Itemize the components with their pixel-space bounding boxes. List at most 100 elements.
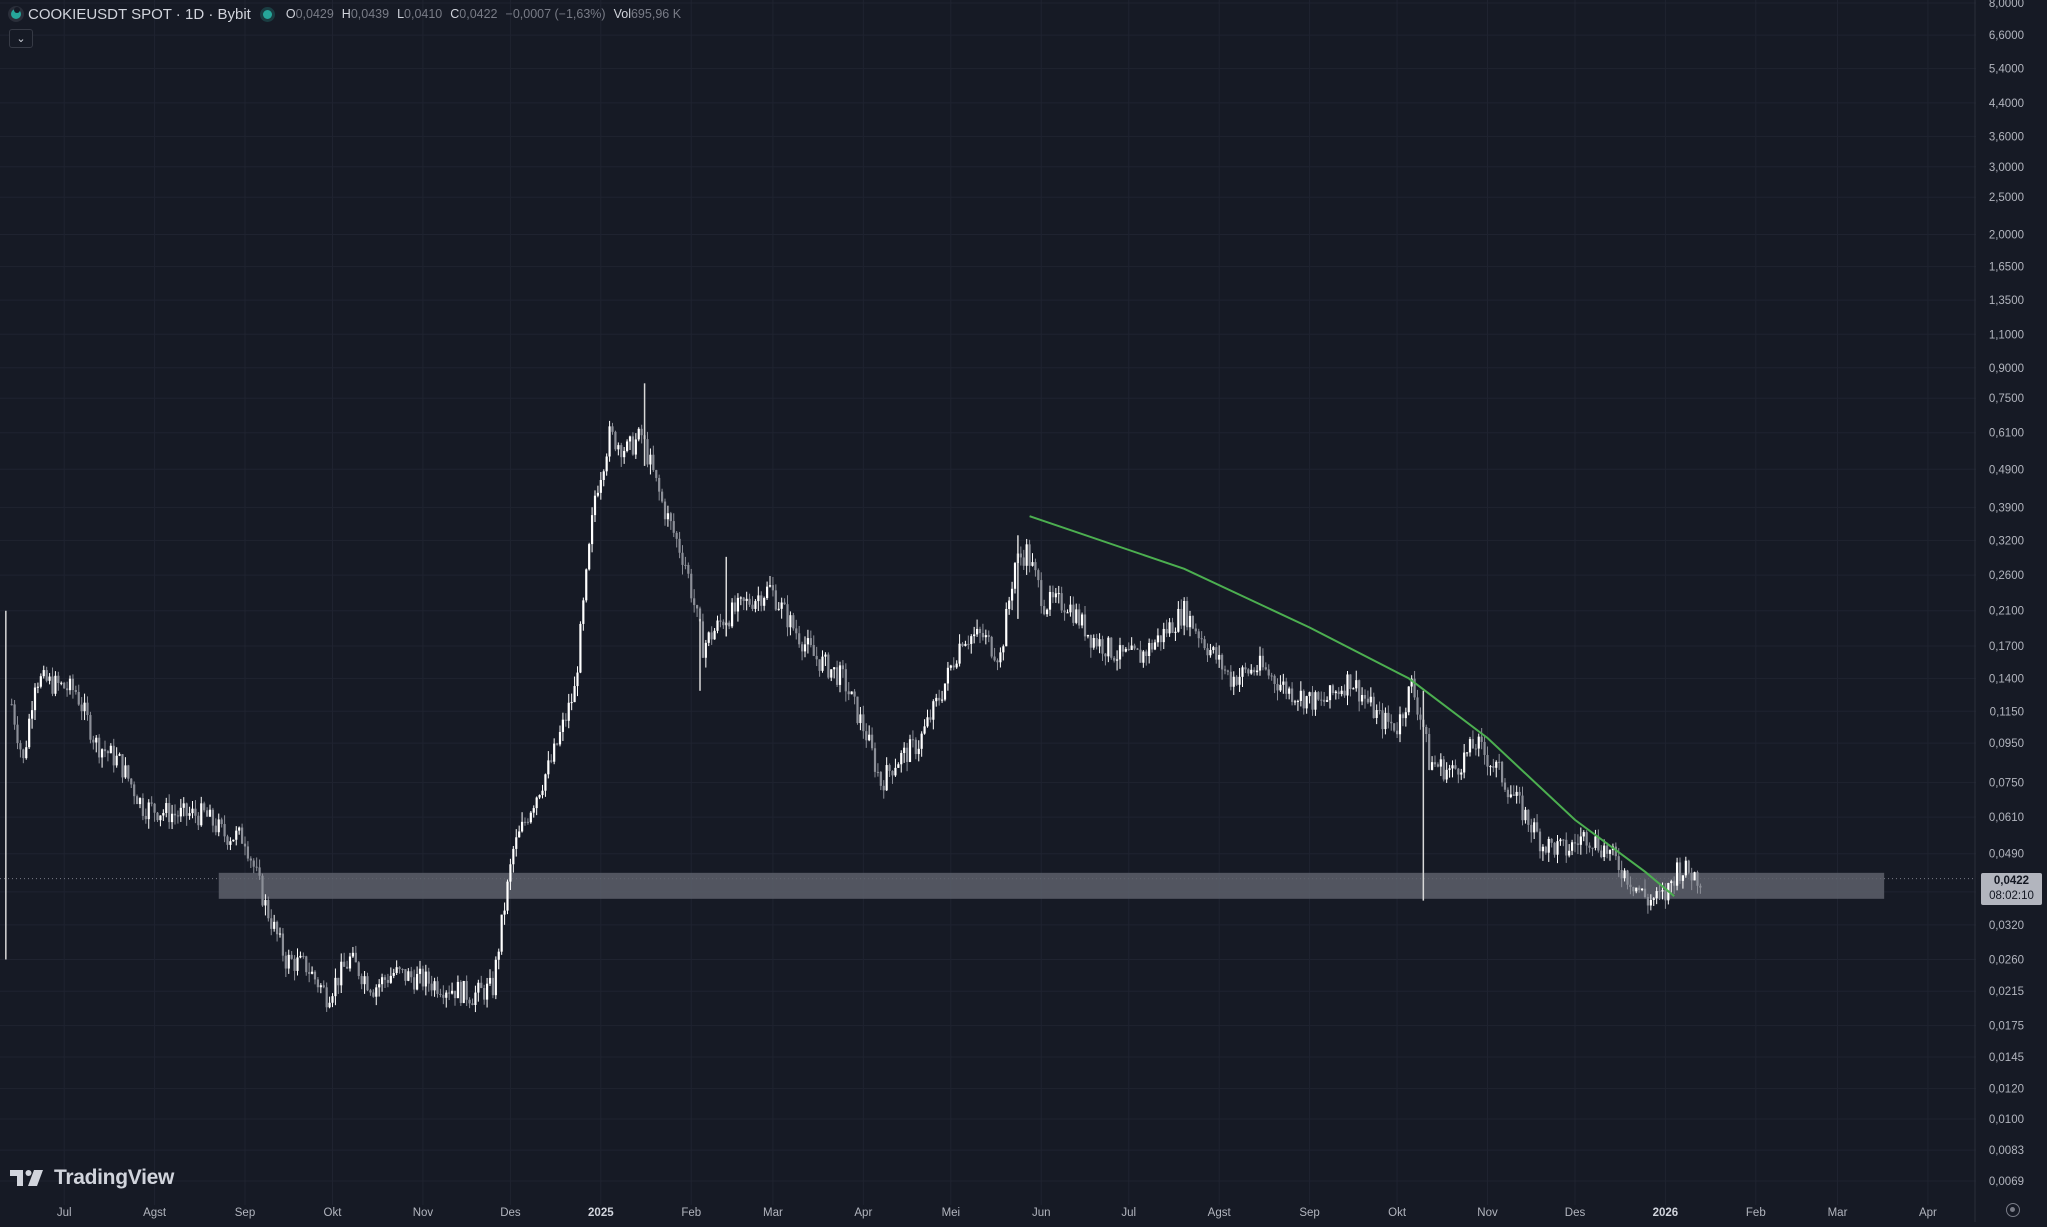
candle-body <box>453 990 457 999</box>
trendline-layer[interactable] <box>1029 515 1675 897</box>
ohlc-close-key: C <box>450 7 460 21</box>
y-tick-label: 0,0490 <box>1989 849 2024 861</box>
candle-body <box>1579 836 1582 845</box>
candle-body <box>1629 884 1632 888</box>
candle-body <box>535 797 538 809</box>
candle-body <box>299 955 302 958</box>
candle-body <box>1646 896 1650 906</box>
candle-body <box>1267 669 1270 676</box>
candle-body <box>226 836 229 845</box>
candle-body <box>742 597 745 601</box>
candle-body <box>541 790 544 796</box>
candle-body <box>1290 688 1294 702</box>
x-tick-label: Sep <box>235 1207 255 1219</box>
candle-body <box>480 982 483 989</box>
candle-body <box>1104 653 1107 657</box>
candle-body <box>590 515 594 545</box>
legend-collapse-button[interactable]: ⌄ <box>9 29 33 48</box>
candle-body <box>389 975 392 983</box>
candle-body <box>1401 714 1405 719</box>
y-tick-label: 2,5000 <box>1989 192 2024 204</box>
candle-body <box>1638 887 1641 891</box>
candle-body <box>1649 899 1652 906</box>
y-tick-label: 3,0000 <box>1989 162 2024 174</box>
candle-body <box>448 992 451 994</box>
candle-body <box>1010 588 1014 601</box>
candle-body <box>1419 714 1422 720</box>
x-tick-label: Mar <box>1828 1207 1848 1219</box>
candle-body <box>392 972 395 976</box>
candle-body <box>1620 870 1623 879</box>
candle-body <box>943 683 947 700</box>
candle-body <box>949 665 952 668</box>
x-tick-label: Jul <box>1121 1207 1136 1219</box>
candle-body <box>1075 609 1078 623</box>
symbol-legend[interactable]: COOKIEUSDT SPOT · 1D · Bybit O0,0429 H0,… <box>8 4 689 24</box>
candle-body <box>620 445 623 458</box>
candle-body <box>1640 888 1644 891</box>
candle-body <box>558 731 562 745</box>
candle-body <box>952 665 955 668</box>
candle-body <box>1145 651 1148 656</box>
y-tick-label: 0,0260 <box>1989 955 2024 967</box>
y-tick-label: 0,7500 <box>1989 393 2024 405</box>
candle-body <box>176 815 180 817</box>
candle-body <box>1180 608 1183 626</box>
candle-body <box>203 803 206 811</box>
candle-series <box>5 383 1702 1013</box>
candle-body <box>1308 692 1311 697</box>
settings-icon[interactable] <box>2006 1203 2020 1217</box>
candle-body <box>1573 842 1577 844</box>
support-zone-layer[interactable] <box>218 872 1885 899</box>
candle-body <box>141 798 145 816</box>
candle-body <box>763 598 766 606</box>
candle-body <box>1524 809 1527 821</box>
candle-body <box>83 702 86 712</box>
candle-body <box>325 987 328 1008</box>
candle-body <box>214 825 217 833</box>
candle-body <box>897 764 900 768</box>
candle-body <box>1212 647 1215 651</box>
candle-body <box>421 968 425 987</box>
candle-body <box>789 615 792 628</box>
candle-body <box>100 749 104 758</box>
x-tick-label: Okt <box>1388 1207 1407 1219</box>
candle-body <box>1223 669 1227 671</box>
candle-body <box>182 803 185 808</box>
candle-body <box>777 608 780 610</box>
candle-body <box>494 959 497 996</box>
candle-body <box>707 632 710 643</box>
tradingview-logo[interactable]: TradingView <box>10 1164 174 1192</box>
candle-body <box>1521 795 1524 821</box>
candle-body <box>223 824 226 837</box>
symbol-title[interactable]: COOKIEUSDT SPOT · 1D · Bybit <box>28 5 251 23</box>
candle-body <box>984 635 987 638</box>
candle-body <box>273 921 276 929</box>
candle-body <box>328 1002 331 1008</box>
candle-body <box>1133 645 1136 649</box>
candle-body <box>1063 610 1066 613</box>
candle-body <box>74 690 77 692</box>
candle-body <box>430 983 433 991</box>
price-axis[interactable]: 8,0000 6,6000 5,4000 4,4000 3,6000 3,0000 2,50… <box>1989 0 2024 1188</box>
candle-body <box>1395 730 1399 735</box>
candle-body <box>255 866 258 868</box>
candle-body <box>232 839 235 842</box>
candle-body <box>1305 696 1308 709</box>
market-status-icon[interactable] <box>262 9 272 19</box>
candle-body <box>1559 839 1562 842</box>
candle-body <box>719 620 722 622</box>
candle-body <box>544 774 547 791</box>
ohlc-high-key: H <box>341 7 351 21</box>
candle-body <box>1436 764 1440 767</box>
time-axis[interactable]: Jul Agst Sep Okt Nov Des 2025 Feb Mar Apr Mei Jun Ju… <box>57 1207 1937 1219</box>
y-tick-label: 0,2600 <box>1989 570 2024 582</box>
candle-body <box>1533 822 1536 833</box>
candle-body <box>1264 667 1267 670</box>
candle-body <box>1489 766 1492 768</box>
cookie-symbol-icon <box>8 6 24 22</box>
ohlc-close: C0,0422 <box>450 7 497 21</box>
candle-body <box>1226 670 1230 672</box>
